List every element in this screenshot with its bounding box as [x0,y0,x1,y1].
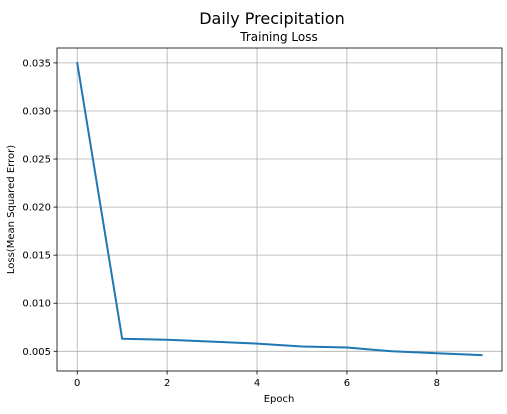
figure-suptitle: Daily Precipitation [199,9,345,28]
x-tick-label: 2 [164,378,170,389]
y-tick-label: 0.020 [22,203,51,214]
chart-title: Training Loss [239,30,317,44]
y-axis-label: Loss(Mean Squared Error) [6,145,17,274]
x-tick-label: 0 [74,378,80,389]
tick-layer: 0 2 4 6 8 0.005 0.010 0.015 0.020 0.025 0.030 0.035 [22,58,440,389]
x-tick-label: 8 [434,378,440,389]
y-tick-label: 0.015 [22,251,51,262]
y-tick-label: 0.005 [22,347,51,358]
y-tick-label: 0.030 [22,106,51,117]
y-tick-label: 0.035 [22,58,51,69]
x-tick-label: 6 [344,378,350,389]
x-tick-label: 4 [254,378,260,389]
y-tick-label: 0.010 [22,299,51,310]
grid-lines [57,48,502,371]
x-axis-label: Epoch [264,394,295,405]
y-tick-label: 0.025 [22,155,51,166]
series-layer [76,61,483,357]
loss-series-line [76,61,483,357]
plot-area-frame [56,47,503,372]
